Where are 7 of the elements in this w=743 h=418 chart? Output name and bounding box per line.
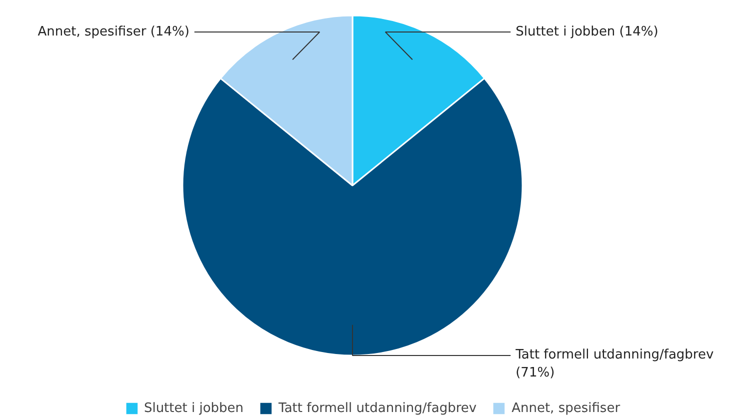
category-label: Sluttet i jobben (14%): [516, 24, 658, 40]
legend-label: Annet, spesifiser: [512, 400, 620, 416]
legend-label: Sluttet i jobben: [144, 400, 244, 416]
category-label: Annet, spesifiser (14%): [38, 24, 190, 40]
slice-label: Tatt formell utdanning/fagbrev: [514, 348, 714, 362]
data-label: (71%): [516, 366, 555, 380]
legend-label: Tatt formell utdanning/fagbrev: [278, 400, 477, 416]
